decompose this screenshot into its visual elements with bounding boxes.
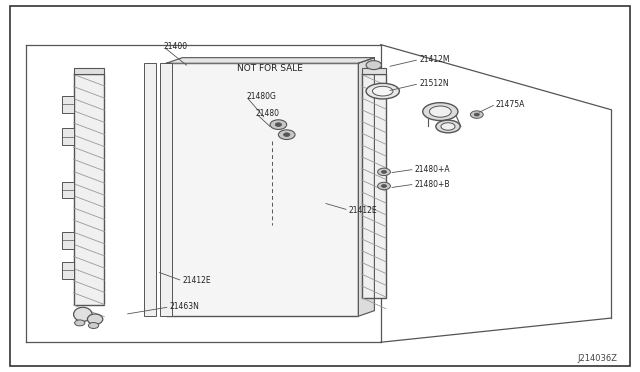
Ellipse shape bbox=[441, 123, 455, 130]
Circle shape bbox=[474, 113, 479, 116]
Ellipse shape bbox=[74, 307, 92, 321]
Text: 21463N: 21463N bbox=[170, 302, 200, 311]
Text: 21480: 21480 bbox=[256, 109, 280, 118]
Ellipse shape bbox=[422, 103, 458, 121]
Ellipse shape bbox=[372, 86, 393, 96]
Bar bbox=[166, 63, 358, 316]
Bar bbox=[62, 128, 74, 145]
Circle shape bbox=[88, 323, 99, 328]
Text: J214036Z: J214036Z bbox=[578, 354, 618, 363]
Text: 21480+B: 21480+B bbox=[415, 180, 450, 189]
Text: 21480G: 21480G bbox=[246, 92, 276, 101]
Bar bbox=[144, 63, 156, 316]
Circle shape bbox=[381, 170, 387, 173]
Text: 21512N: 21512N bbox=[419, 79, 449, 88]
Polygon shape bbox=[166, 58, 374, 63]
Circle shape bbox=[275, 123, 282, 126]
Circle shape bbox=[284, 133, 290, 137]
Ellipse shape bbox=[429, 106, 451, 117]
Circle shape bbox=[75, 320, 85, 326]
Bar bbox=[62, 232, 74, 248]
Bar bbox=[362, 68, 386, 74]
Bar bbox=[62, 96, 74, 113]
Circle shape bbox=[378, 182, 390, 190]
Polygon shape bbox=[358, 58, 374, 316]
Circle shape bbox=[381, 185, 387, 187]
Bar bbox=[160, 63, 172, 316]
Text: 21412M: 21412M bbox=[419, 55, 450, 64]
Bar bbox=[62, 262, 74, 279]
Circle shape bbox=[270, 120, 287, 129]
Text: NOT FOR SALE: NOT FOR SALE bbox=[237, 64, 303, 73]
Circle shape bbox=[366, 61, 381, 70]
Circle shape bbox=[278, 130, 295, 140]
Bar bbox=[362, 74, 386, 298]
Text: 21475A: 21475A bbox=[496, 100, 525, 109]
Ellipse shape bbox=[436, 120, 460, 133]
Ellipse shape bbox=[88, 314, 103, 324]
Text: 21480+A: 21480+A bbox=[415, 165, 451, 174]
Bar bbox=[74, 74, 104, 305]
Text: 21400: 21400 bbox=[163, 42, 188, 51]
Text: 21412E: 21412E bbox=[349, 206, 378, 215]
Bar bbox=[74, 68, 104, 74]
Bar bbox=[62, 182, 74, 198]
Ellipse shape bbox=[366, 83, 399, 99]
Circle shape bbox=[378, 168, 390, 176]
Text: 21412E: 21412E bbox=[182, 276, 211, 285]
Circle shape bbox=[470, 111, 483, 118]
